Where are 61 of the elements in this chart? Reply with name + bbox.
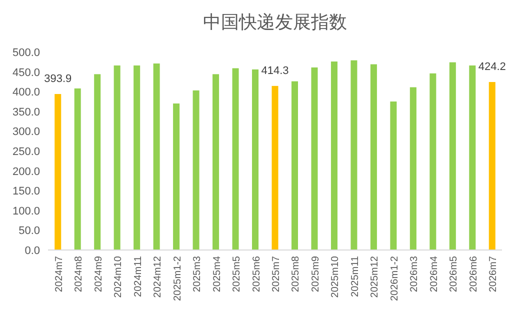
y-tick-label: 450.0 <box>12 66 40 79</box>
bar <box>74 88 81 250</box>
bar <box>54 94 62 250</box>
x-tick-label: 2024m11 <box>132 256 144 297</box>
bar <box>350 60 358 250</box>
bar <box>192 90 200 250</box>
x-tick-label: 2026m1-2 <box>389 256 400 302</box>
x-tick-label: 2024m8 <box>74 256 85 292</box>
x-tick-label: 2025m11 <box>350 256 361 297</box>
x-tick-label: 2025m8 <box>290 256 302 292</box>
bar <box>488 82 496 250</box>
bar <box>94 74 101 250</box>
bar <box>430 73 436 250</box>
y-tick-label: 0.0 <box>24 245 40 257</box>
x-tick-label: 2026m3 <box>409 256 420 292</box>
bar <box>390 102 397 250</box>
x-tick-label: 2025m7 <box>271 256 282 292</box>
y-tick-label: 500.0 <box>12 47 40 59</box>
x-tick-label: 2024m7 <box>54 256 65 292</box>
data-label: 424.2 <box>478 61 506 74</box>
bar <box>173 103 180 250</box>
data-label: 393.9 <box>44 73 72 86</box>
x-tick-label: 2026m7 <box>488 256 500 292</box>
x-tick-label: 2025m9 <box>310 256 322 292</box>
x-tick-label: 2026m4 <box>428 256 440 292</box>
bar <box>134 65 140 250</box>
x-tick-label: 2025m1-2 <box>172 256 184 302</box>
bar <box>469 65 476 250</box>
bar <box>232 68 239 250</box>
x-tick-label: 2025m10 <box>330 256 342 298</box>
y-tick-label: 400.0 <box>12 86 40 99</box>
bar <box>449 62 456 250</box>
y-tick-label: 100.0 <box>12 205 40 218</box>
bar <box>330 62 338 250</box>
x-tick-label: 2025m4 <box>212 256 223 292</box>
y-tick-label: 200.0 <box>12 166 40 178</box>
bar <box>252 69 259 250</box>
bar <box>212 74 220 250</box>
y-tick-label: 150.0 <box>12 186 40 198</box>
x-tick-label: 2025m12 <box>370 256 381 298</box>
x-tick-label: 2024m12 <box>152 256 164 298</box>
x-tick-label: 2026m6 <box>468 256 480 292</box>
x-tick-label: 2024m10 <box>113 256 124 298</box>
x-tick-label: 2025m3 <box>192 256 204 292</box>
bar <box>370 64 377 250</box>
x-tick-label: 2025m6 <box>251 256 262 292</box>
y-tick-label: 50.0 <box>18 225 40 238</box>
y-tick-label: 300.0 <box>12 126 40 138</box>
x-tick-label: 2025m5 <box>232 256 243 292</box>
x-tick-label: 2024m9 <box>93 256 104 292</box>
bar <box>114 65 120 250</box>
bar <box>272 86 278 250</box>
chart-title: 中国快递发展指数 <box>203 12 347 33</box>
x-tick-label: 2026m5 <box>448 256 460 292</box>
y-tick-label: 350.0 <box>12 106 40 118</box>
bar <box>311 67 318 250</box>
bar <box>291 81 298 250</box>
y-tick-label: 250.0 <box>12 146 40 158</box>
data-label: 414.3 <box>261 64 289 77</box>
bar <box>410 87 416 250</box>
bar <box>153 63 160 250</box>
